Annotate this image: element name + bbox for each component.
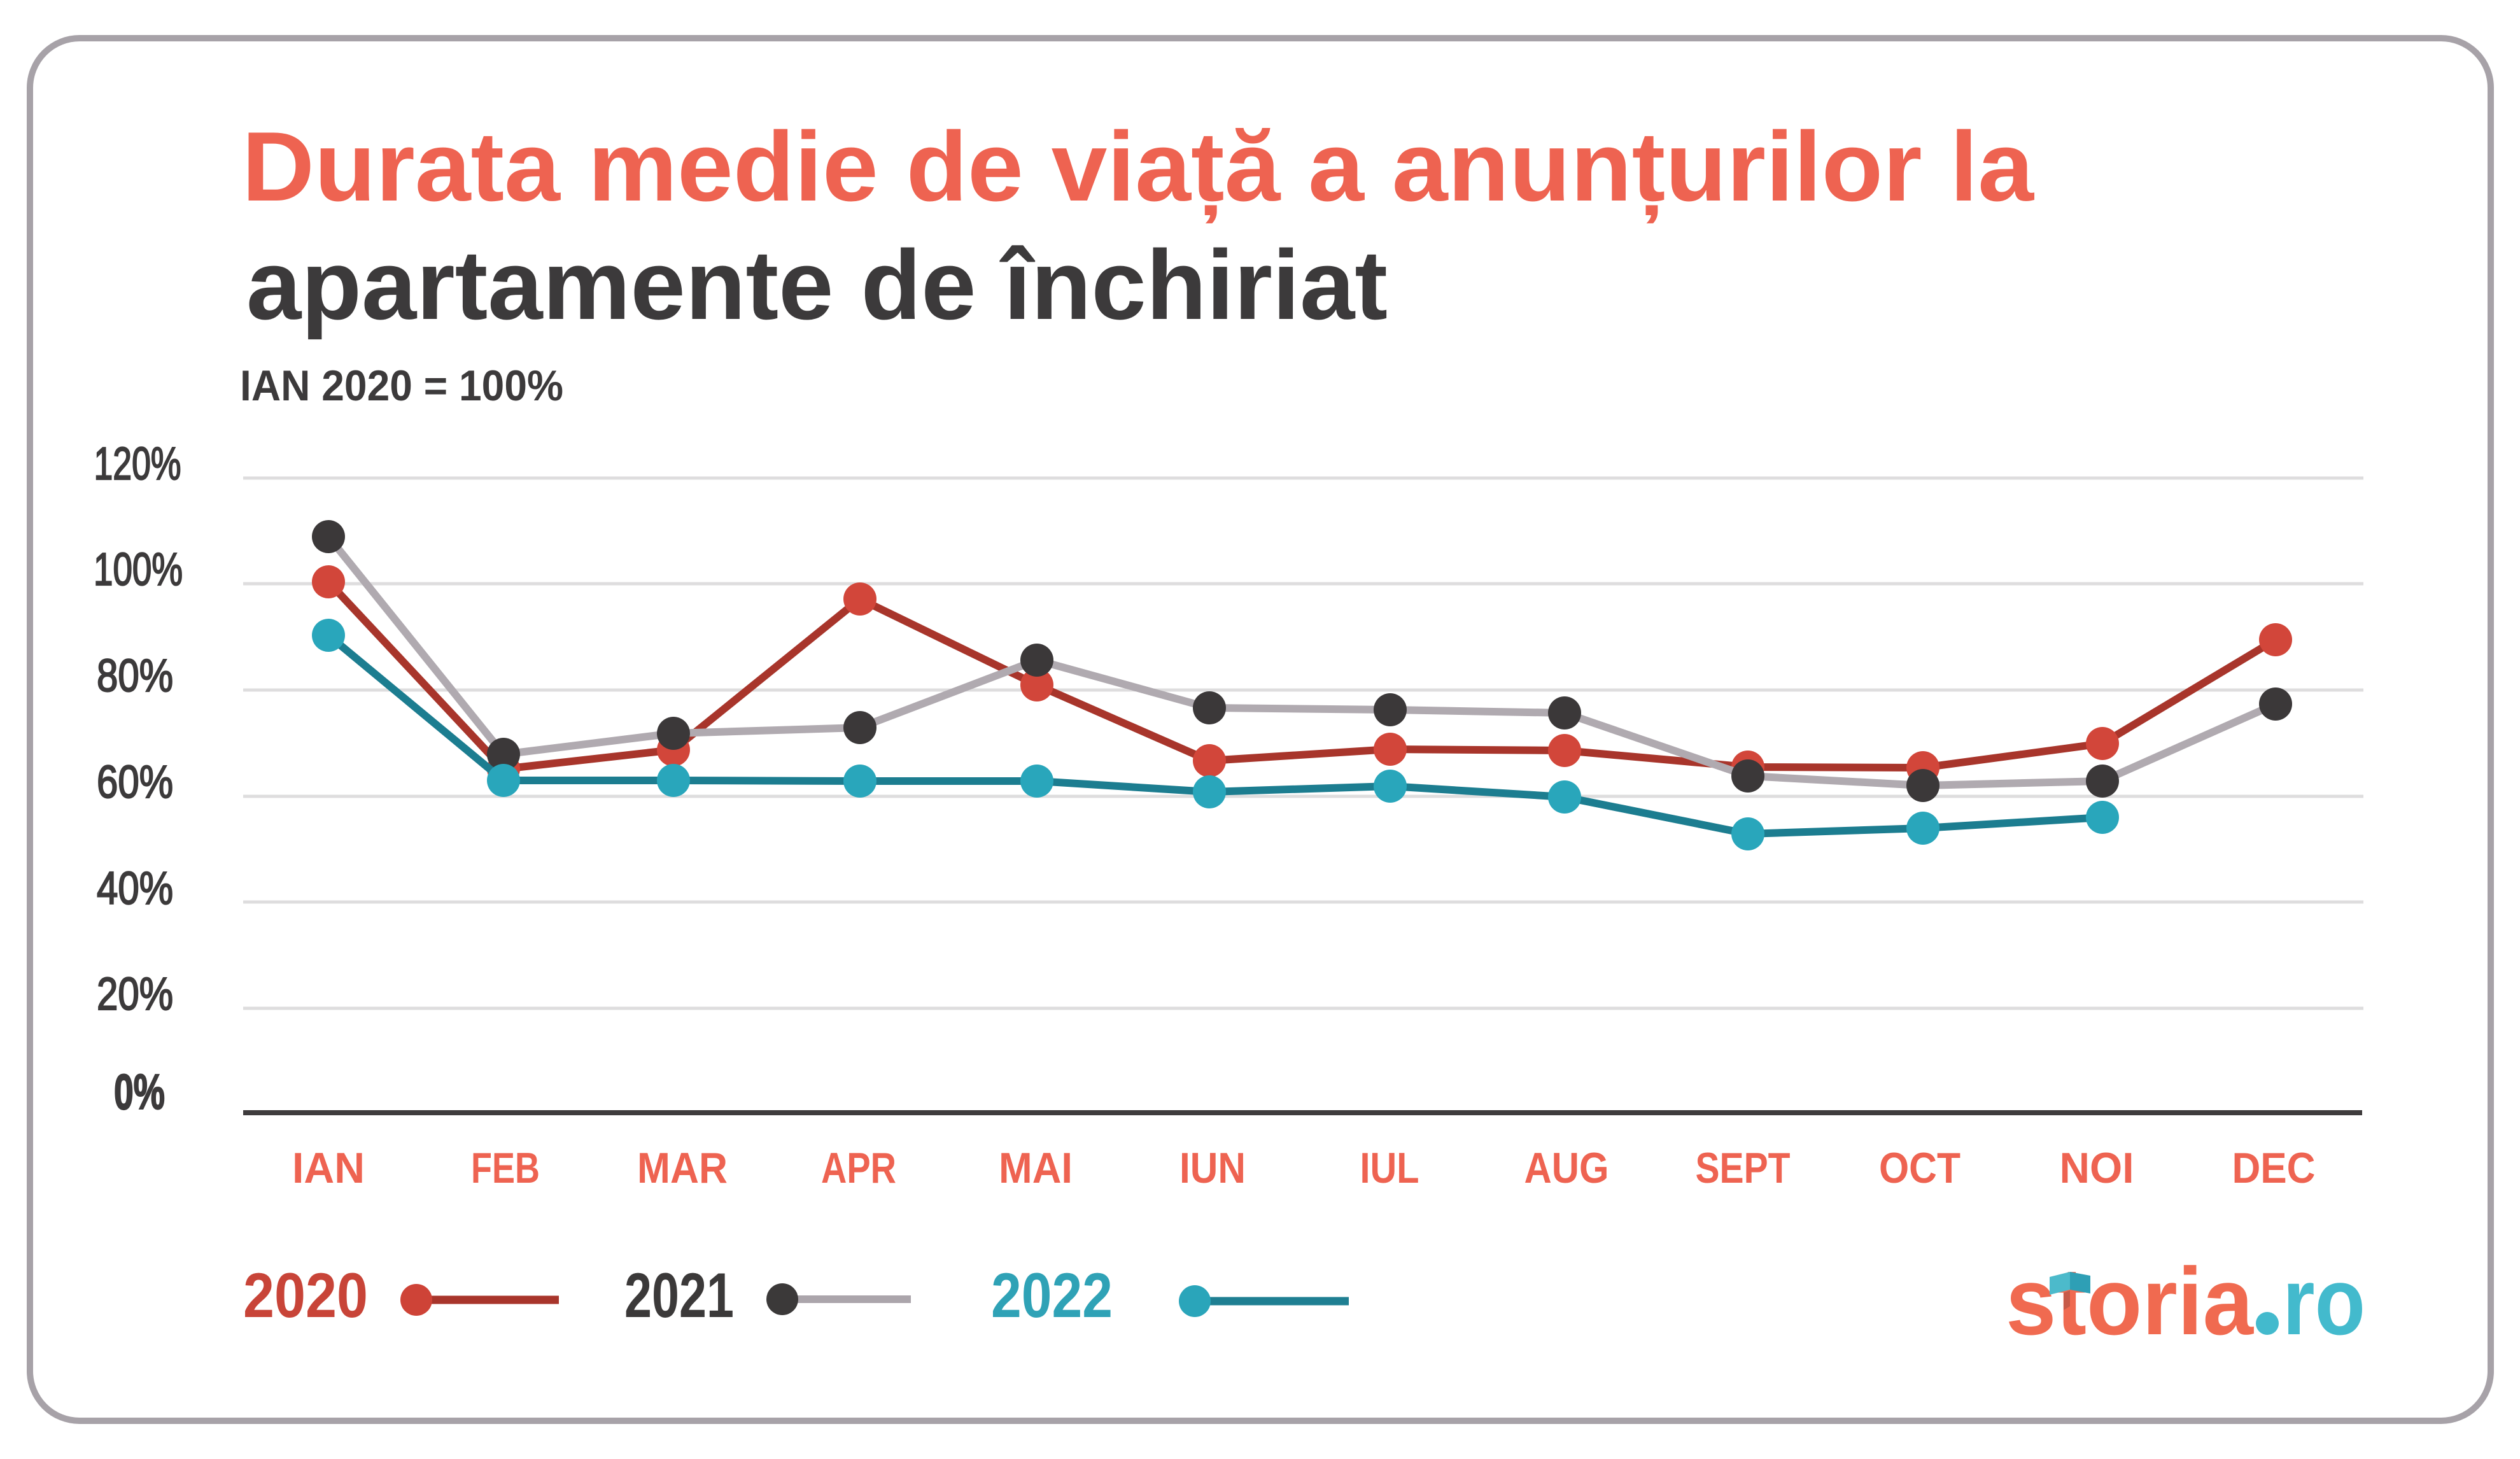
- svg-text:OCT: OCT: [1879, 1144, 1960, 1192]
- svg-text:20%: 20%: [97, 969, 173, 1020]
- svg-text:40%: 40%: [97, 863, 173, 914]
- svg-text:IAN 2020 = 100%: IAN 2020 = 100%: [240, 362, 563, 410]
- svg-text:80%: 80%: [97, 651, 173, 701]
- svg-text:SEPT: SEPT: [1696, 1144, 1791, 1192]
- svg-text:APR: APR: [821, 1144, 896, 1192]
- svg-text:2022: 2022: [991, 1260, 1113, 1330]
- svg-text:IUN: IUN: [1179, 1144, 1246, 1192]
- svg-text:120%: 120%: [94, 439, 181, 490]
- svg-text:ro: ro: [2283, 1248, 2365, 1355]
- svg-text:IAN: IAN: [292, 1144, 365, 1192]
- svg-text:60%: 60%: [97, 757, 173, 808]
- svg-text:apartamente de închiriat: apartamente de închiriat: [246, 230, 1388, 340]
- svg-text:FEB: FEB: [471, 1144, 540, 1192]
- svg-text:DEC: DEC: [2232, 1144, 2316, 1192]
- svg-text:IUL: IUL: [1360, 1144, 1419, 1192]
- svg-text:2021: 2021: [624, 1260, 734, 1330]
- svg-text:2020: 2020: [243, 1260, 368, 1330]
- svg-text:Durata medie de viață a anunțu: Durata medie de viață a anunțurilor la: [242, 111, 2035, 223]
- svg-text:AUG: AUG: [1524, 1144, 1609, 1192]
- svg-text:MAR: MAR: [637, 1144, 728, 1192]
- svg-text:MAI: MAI: [999, 1144, 1073, 1192]
- svg-text:100%: 100%: [94, 544, 183, 595]
- svg-text:NOI: NOI: [2060, 1144, 2134, 1192]
- svg-text:storia: storia: [2006, 1248, 2254, 1355]
- svg-text:0%: 0%: [114, 1064, 165, 1120]
